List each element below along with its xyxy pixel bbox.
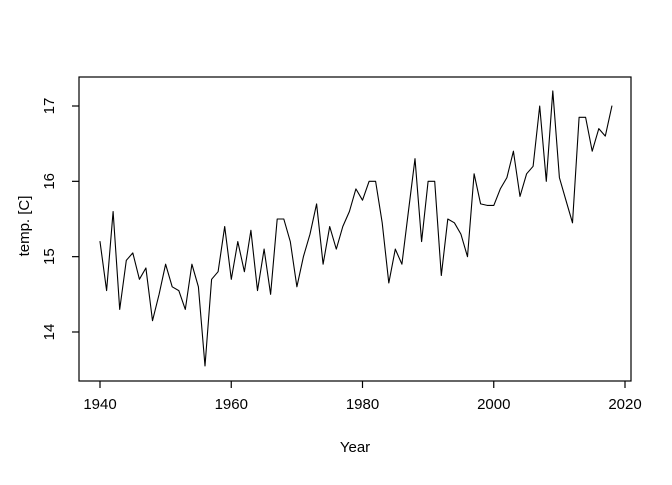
y-axis: 14 15 16 17 — [41, 98, 79, 341]
y-tick-label: 15 — [41, 248, 58, 265]
temperature-line — [99, 90, 613, 367]
y-tick-label: 16 — [41, 173, 58, 190]
y-tick-label: 17 — [41, 98, 58, 115]
x-tick-label: 1980 — [346, 396, 379, 413]
x-tick-label: 1940 — [83, 396, 116, 413]
x-tick-label: 2000 — [477, 396, 510, 413]
x-axis-title: Year — [340, 439, 370, 456]
plot-border-box — [78, 76, 632, 382]
x-tick-label: 1960 — [215, 396, 248, 413]
y-axis-title: temp. [C] — [16, 196, 33, 257]
x-tick-label: 2020 — [608, 396, 641, 413]
y-tick-label: 14 — [41, 324, 58, 341]
x-axis: 1940 1960 1980 2000 2020 — [83, 381, 642, 413]
